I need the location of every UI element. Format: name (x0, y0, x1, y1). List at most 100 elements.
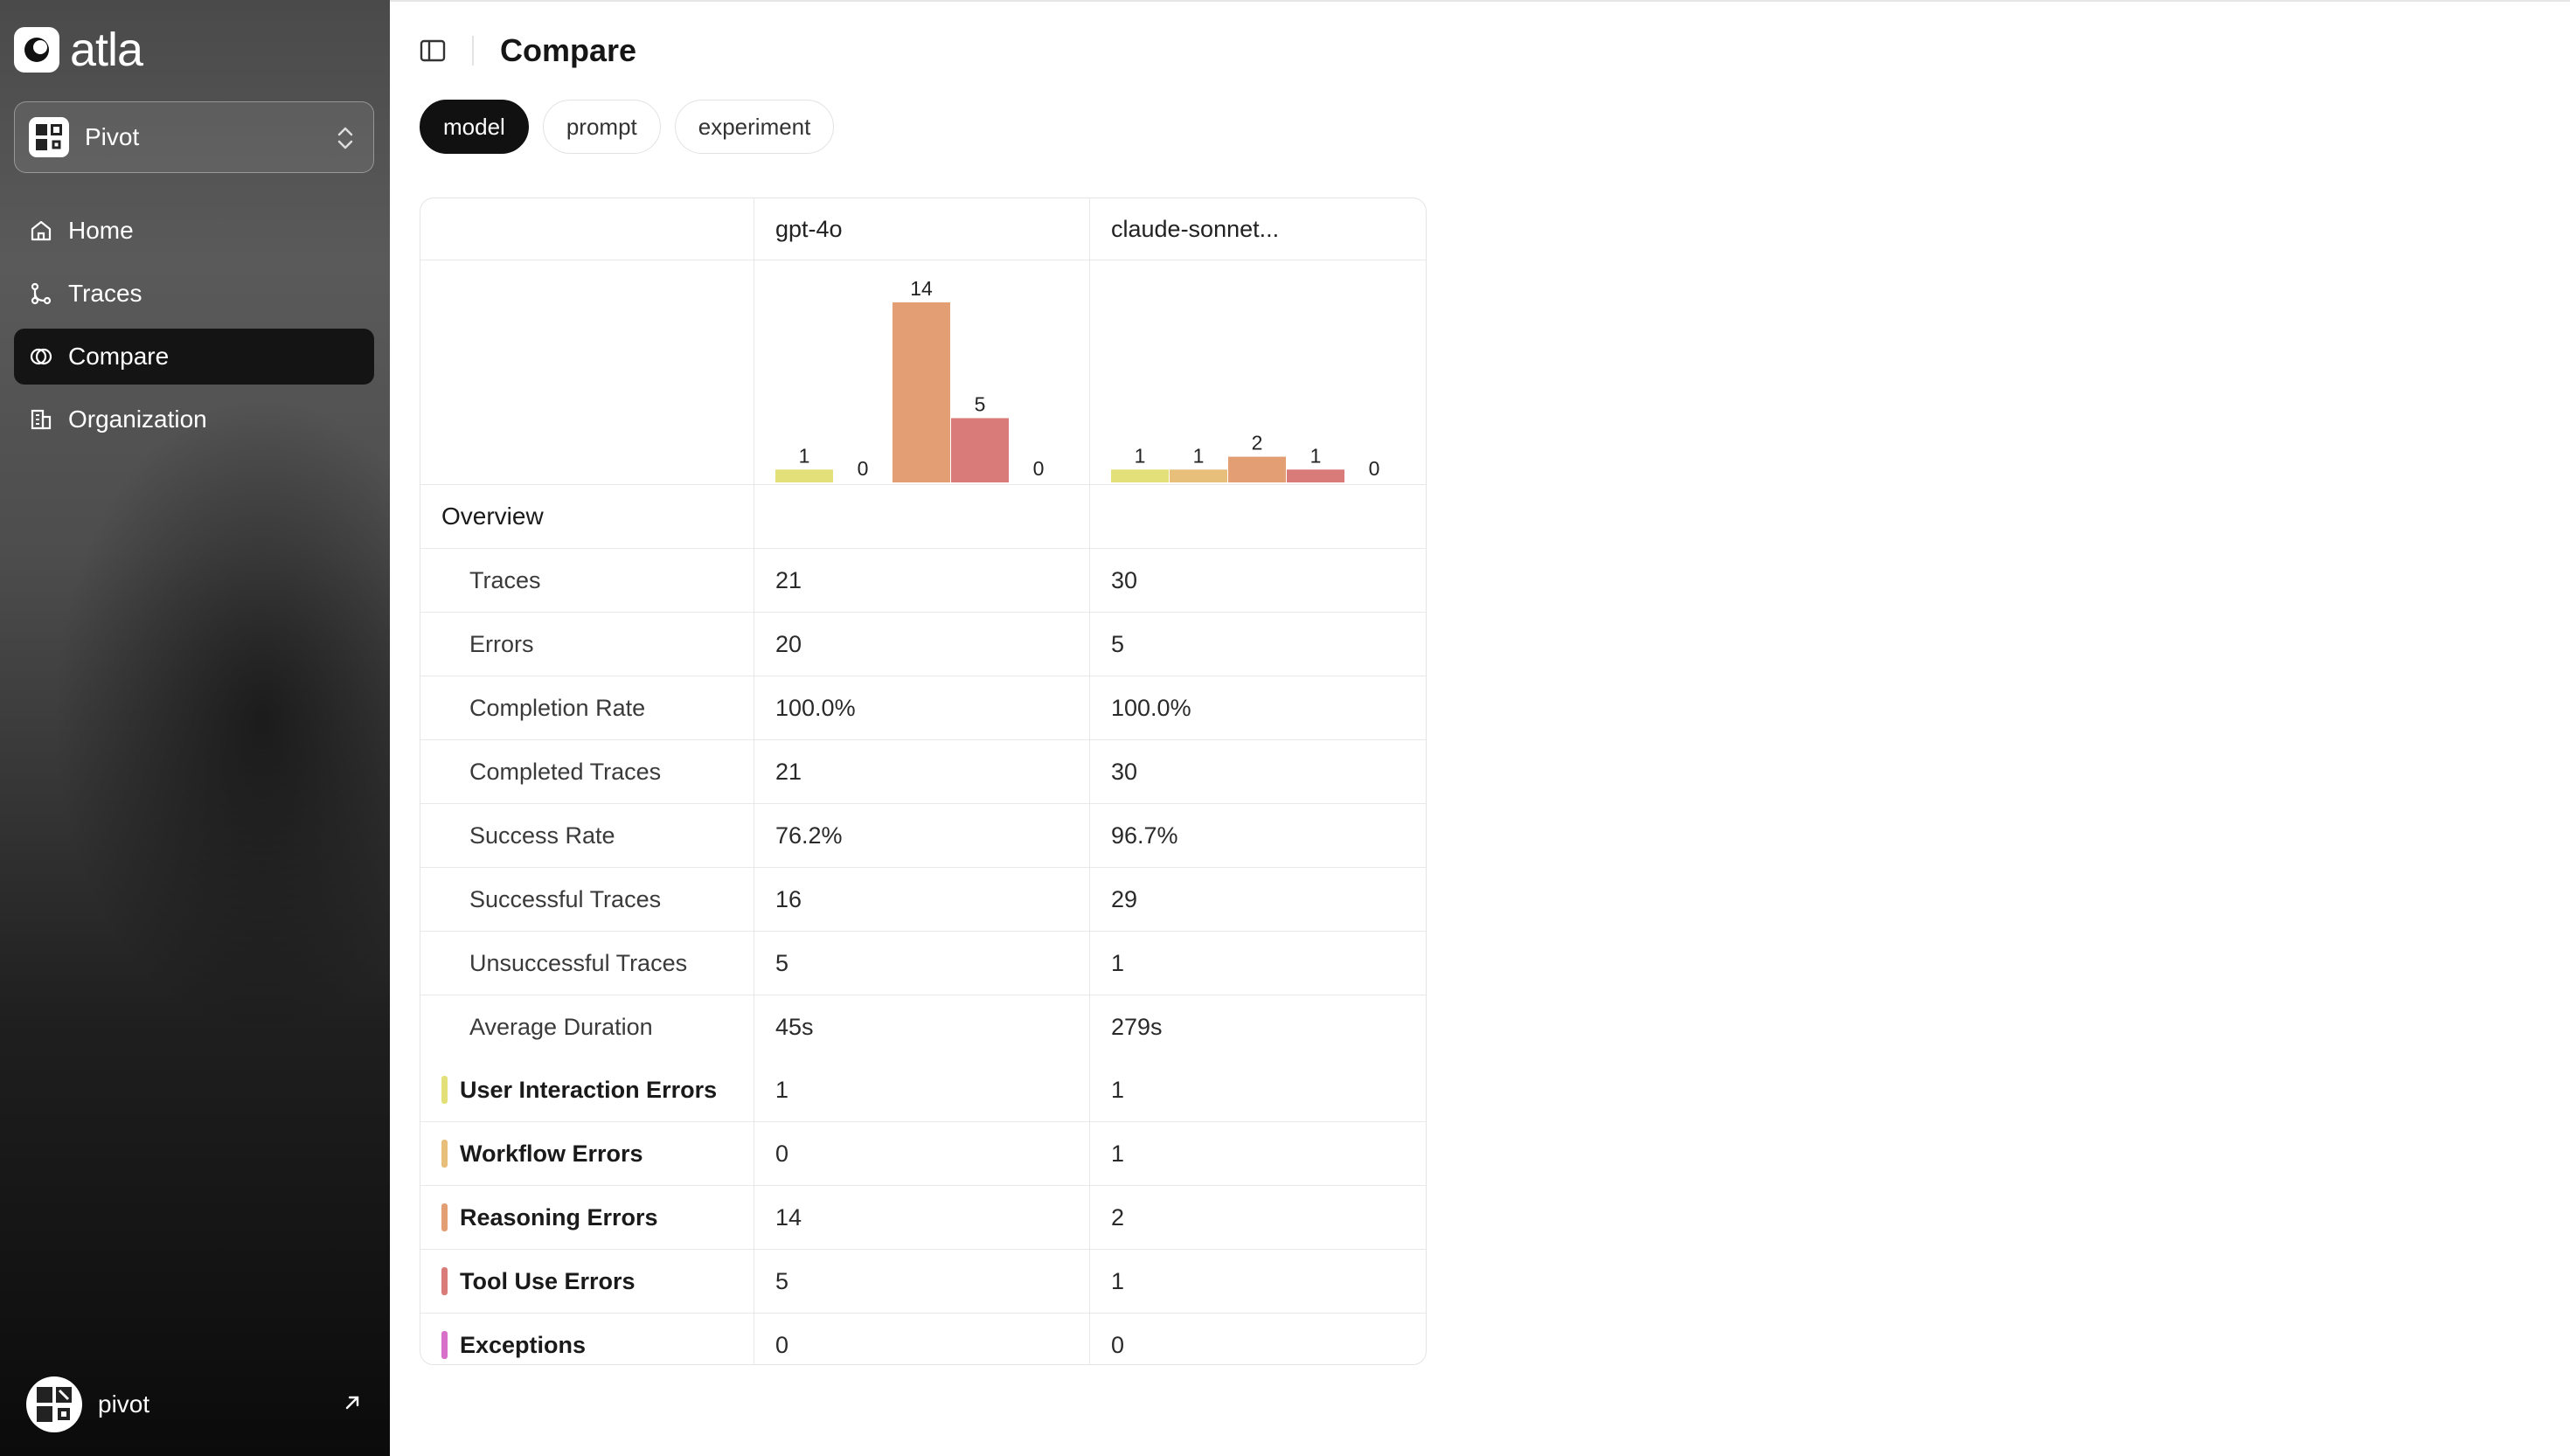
user-menu[interactable]: pivot (26, 1376, 364, 1433)
chip-experiment[interactable]: experiment (674, 100, 835, 154)
bar (1170, 469, 1227, 482)
chip-prompt[interactable]: prompt (542, 100, 661, 154)
header-divider (472, 36, 474, 66)
metric-label: Errors (420, 613, 754, 676)
error-type-label: Workflow Errors (460, 1140, 643, 1167)
table-cell: 1 (1111, 1076, 1125, 1103)
avatar (26, 1376, 82, 1432)
group-by-chips: model prompt experiment (420, 100, 848, 154)
table-cell: 30 (1111, 566, 1138, 593)
metric-label: Unsuccessful Traces (420, 932, 754, 995)
legend-swatch (441, 1203, 448, 1231)
error-bar-chart: 1 0 14 5 0 (775, 277, 1045, 482)
bar-value-label: 2 (1252, 432, 1263, 454)
bar-value-label: 5 (975, 392, 986, 415)
metric-label: Average Duration (420, 995, 754, 1058)
metric-label: Traces (420, 549, 754, 612)
error-type-label: Tool Use Errors (460, 1267, 636, 1294)
metric-label: Successful Traces (420, 868, 754, 931)
table-row: Success Rate 76.2% 96.7% (420, 804, 1426, 868)
metric-label: Completion Rate (420, 676, 754, 739)
error-type-label: User Interaction Errors (460, 1076, 718, 1103)
git-branch-icon (28, 281, 54, 307)
table-cell: 0 (1111, 1331, 1125, 1358)
bar-value-label: 0 (1369, 457, 1380, 480)
table-row: Workflow Errors 0 1 (420, 1122, 1426, 1186)
chevron-up-down-icon (335, 123, 356, 157)
workspace-name: Pivot (85, 123, 140, 150)
sidebar-item-organization[interactable]: Organization (14, 392, 374, 447)
home-icon (28, 218, 54, 244)
bar-value-label: 1 (799, 444, 810, 467)
table-row: Reasoning Errors 14 2 (420, 1186, 1426, 1250)
table-cell: 279s (1111, 1013, 1163, 1040)
legend-swatch (441, 1267, 448, 1295)
metric-label: Success Rate (420, 804, 754, 867)
error-type-label-cell: Workflow Errors (420, 1122, 754, 1185)
sidebar-item-traces[interactable]: Traces (14, 266, 374, 322)
table-row: Completion Rate 100.0% 100.0% (420, 676, 1426, 740)
top-border (390, 0, 2570, 2)
bar (775, 469, 833, 482)
table-cell: 100.0% (1111, 694, 1191, 721)
bar-value-label: 1 (1135, 444, 1146, 467)
bar (1228, 456, 1286, 482)
sidebar-toggle-button[interactable] (416, 34, 449, 67)
error-bar-chart: 1 1 2 1 0 (1111, 432, 1380, 482)
sidebar-item-label: Traces (68, 280, 142, 307)
table-cell: 2 (1111, 1203, 1125, 1231)
table-cell: 45s (754, 995, 1090, 1058)
brand-name: atla (70, 24, 143, 76)
sidebar-item-label: Compare (68, 343, 170, 370)
error-type-label-cell: Reasoning Errors (420, 1186, 754, 1249)
workspace-selector[interactable]: Pivot (14, 101, 374, 173)
table-cell (1090, 485, 1425, 548)
table-cell: 20 (754, 613, 1090, 676)
legend-swatch (441, 1076, 448, 1104)
table-row: Average Duration 45s 279s (420, 995, 1426, 1058)
building-icon (28, 406, 54, 433)
table-cell: 21 (754, 549, 1090, 612)
table-cell: 29 (1111, 885, 1138, 912)
table-cell: 14 (754, 1186, 1090, 1249)
table-row: User Interaction Errors 1 1 (420, 1058, 1426, 1122)
table-cell: 21 (754, 740, 1090, 803)
table-cell: 96.7% (1111, 822, 1178, 849)
column-header: gpt-4o (754, 198, 1090, 260)
sidebar-item-home[interactable]: Home (14, 203, 374, 259)
metric-label: Completed Traces (420, 740, 754, 803)
bar-value-label: 0 (1033, 457, 1045, 480)
error-chart-cell: 1 0 14 5 0 (754, 260, 1090, 484)
table-cell: 5 (754, 1250, 1090, 1313)
table-row: Completed Traces 21 30 (420, 740, 1426, 804)
bar (1287, 469, 1344, 482)
legend-swatch (441, 1140, 448, 1168)
page-header: Compare (416, 26, 636, 75)
table-row: Unsuccessful Traces 5 1 (420, 932, 1426, 995)
table-cell: 100.0% (754, 676, 1090, 739)
bar-value-label: 1 (1193, 444, 1205, 467)
table-row: Tool Use Errors 5 1 (420, 1250, 1426, 1314)
workspace-avatar (29, 117, 69, 157)
table-row-overview: Overview (420, 485, 1426, 549)
table-row: Successful Traces 16 29 (420, 868, 1426, 932)
chip-model[interactable]: model (420, 100, 529, 154)
table-cell (754, 485, 1090, 548)
page-title: Compare (500, 32, 637, 68)
table-cell: 0 (754, 1314, 1090, 1364)
table-cell: 5 (1111, 630, 1125, 657)
section-label: Overview (420, 485, 754, 548)
table-cell: 1 (754, 1058, 1090, 1121)
bar-value-label: 0 (858, 457, 869, 480)
compare-icon (28, 343, 54, 370)
error-type-label-cell: Tool Use Errors (420, 1250, 754, 1313)
sidebar-nav: Home Traces Compare Organization (14, 203, 374, 454)
brand-logo[interactable]: atla (14, 24, 143, 76)
table-cell: 1 (1111, 949, 1125, 976)
sidebar-item-compare[interactable]: Compare (14, 329, 374, 385)
error-type-label-cell: User Interaction Errors (420, 1058, 754, 1121)
user-name: pivot (98, 1390, 150, 1418)
error-chart-cell: 1 1 2 1 0 (1090, 260, 1425, 484)
external-link-icon[interactable] (341, 1391, 364, 1418)
